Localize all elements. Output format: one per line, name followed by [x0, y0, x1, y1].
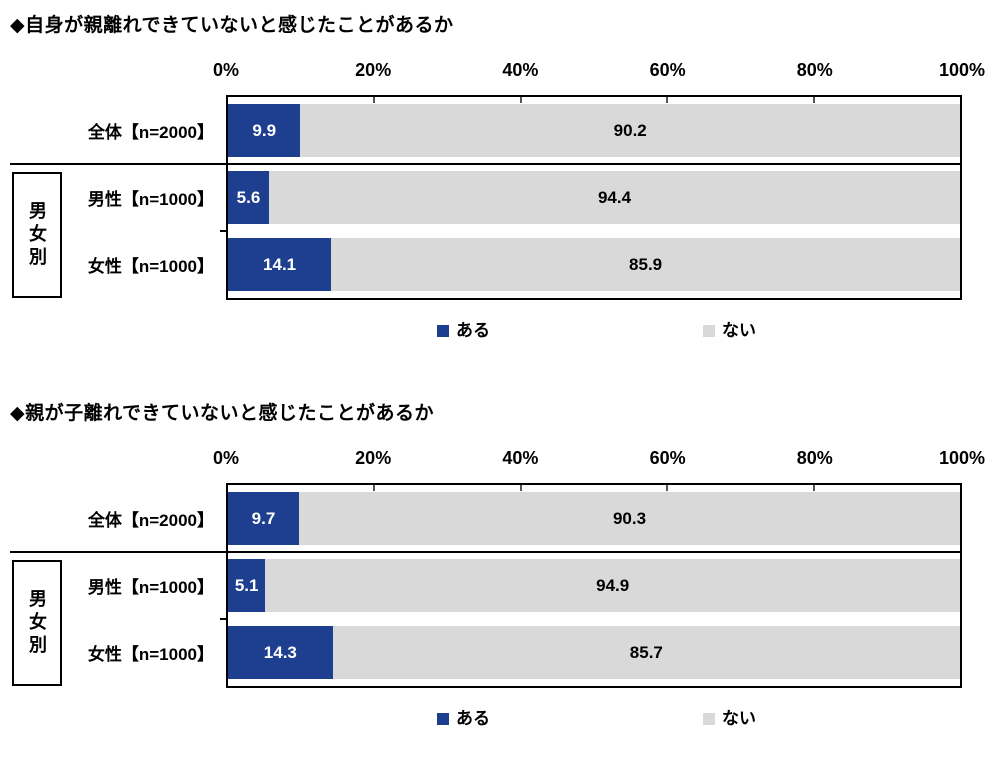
legend-swatch-no [703, 325, 715, 337]
bar-segment-no: 90.3 [299, 492, 960, 545]
legend: ある ない [0, 706, 1000, 732]
bar-row: 9.7 90.3 [228, 485, 960, 552]
x-axis-tick-label: 40% [502, 448, 539, 468]
x-axis: 0% 20% 40% 60% 80% 100% [0, 56, 1000, 84]
stacked-bar: 14.1 85.9 [228, 238, 960, 291]
bar-row: 5.1 94.9 [228, 552, 960, 619]
value-axis-tick [373, 485, 376, 491]
category-label: 全体【n=2000】 [87, 123, 214, 142]
bar-segment-yes: 5.1 [228, 559, 266, 612]
group-separator-line [10, 163, 962, 165]
bar-segment-no: 94.4 [268, 171, 960, 224]
bar-segment-no: 85.7 [332, 626, 960, 679]
bar-segment-yes: 5.6 [228, 171, 269, 224]
category-label: 男性【n=1000】 [87, 578, 214, 597]
stacked-bar: 9.9 90.2 [228, 104, 960, 157]
category-axis-tick [220, 230, 226, 232]
bar-row: 14.3 85.7 [228, 619, 960, 686]
x-axis-tick-label: 60% [649, 60, 686, 80]
bar-segment-yes: 9.9 [228, 104, 301, 157]
value-axis-tick [373, 97, 376, 103]
stacked-bar: 5.1 94.9 [228, 559, 960, 612]
value-axis-tick [812, 485, 815, 491]
stacked-bar: 9.7 90.3 [228, 492, 960, 545]
x-axis-tick-label: 100% [938, 448, 986, 468]
value-axis-tick [519, 97, 522, 103]
x-axis-tick-label: 40% [502, 60, 539, 80]
x-axis-tick-label: 20% [355, 448, 392, 468]
bar-row: 9.9 90.2 [228, 97, 960, 164]
group-label-box: 男女別 [12, 172, 62, 298]
bar-segment-yes: 14.1 [228, 238, 332, 291]
legend-label-no: ない [722, 709, 756, 728]
legend: ある ない [0, 318, 1000, 344]
legend-label-no: ない [722, 321, 756, 340]
bar-segment-yes: 14.3 [228, 626, 333, 679]
value-axis-tick [666, 485, 669, 491]
x-axis-tick-label: 100% [938, 60, 986, 80]
plot-area: 9.7 90.3 5.1 94.9 14.3 85.7 [220, 483, 962, 688]
plot-area: 9.9 90.2 5.6 94.4 14.1 85.9 [220, 95, 962, 300]
legend-item-no: ない [703, 706, 756, 732]
x-axis-tick-label: 20% [355, 60, 392, 80]
value-axis-tick [519, 485, 522, 491]
x-axis-tick-label: 0% [212, 60, 240, 80]
x-axis-tick-label: 60% [649, 448, 686, 468]
value-axis-tick [812, 97, 815, 103]
legend-swatch-no [703, 713, 715, 725]
chart-title: ◆自身が親離れできていないと感じたことがあるか [10, 15, 454, 36]
bar-segment-no: 85.9 [331, 238, 960, 291]
x-axis-tick-label: 0% [212, 448, 240, 468]
bar-segment-no: 94.9 [265, 559, 960, 612]
chart-title: ◆親が子離れできていないと感じたことがあるか [10, 403, 435, 424]
value-axis-tick [666, 97, 669, 103]
stacked-bar: 14.3 85.7 [228, 626, 960, 679]
category-label: 女性【n=1000】 [87, 645, 214, 664]
legend-label-yes: ある [456, 321, 490, 340]
legend-item-yes: ある [437, 318, 490, 344]
category-label: 男性【n=1000】 [87, 190, 214, 209]
category-label: 女性【n=1000】 [87, 257, 214, 276]
category-axis-tick [220, 618, 226, 620]
bar-segment-yes: 9.7 [228, 492, 299, 545]
bar-row: 5.6 94.4 [228, 164, 960, 231]
x-axis: 0% 20% 40% 60% 80% 100% [0, 444, 1000, 472]
category-label: 全体【n=2000】 [87, 511, 214, 530]
bar-row: 14.1 85.9 [228, 231, 960, 298]
legend-swatch-yes [437, 713, 449, 725]
x-axis-tick-label: 80% [796, 60, 833, 80]
legend-swatch-yes [437, 325, 449, 337]
group-label-box: 男女別 [12, 560, 62, 686]
bar-segment-no: 90.2 [300, 104, 960, 157]
group-separator-line [10, 551, 962, 553]
legend-item-yes: ある [437, 706, 490, 732]
legend-label-yes: ある [456, 709, 490, 728]
stacked-bar: 5.6 94.4 [228, 171, 960, 224]
chart-parent-independence: ◆自身が親離れできていないと感じたことがあるか 0% 20% 40% 60% 80% 10… [0, 0, 1000, 375]
x-axis-tick-label: 80% [796, 448, 833, 468]
legend-item-no: ない [703, 318, 756, 344]
chart-parent-letting-go: ◆親が子離れできていないと感じたことがあるか 0% 20% 40% 60% 80% 100… [0, 388, 1000, 763]
